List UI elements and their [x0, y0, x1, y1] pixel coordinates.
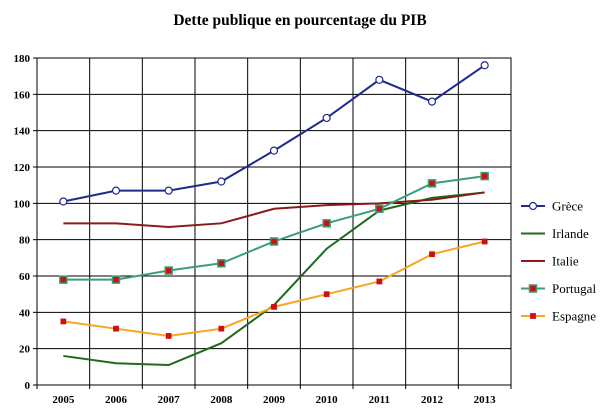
data-point — [530, 313, 536, 319]
legend-item: Grèce — [521, 199, 583, 214]
data-point — [427, 179, 437, 188]
y-tick-label: 80 — [19, 235, 31, 247]
data-point — [269, 237, 279, 246]
legend-item: Italie — [521, 254, 579, 269]
series-4 — [60, 238, 488, 339]
data-point — [528, 201, 538, 211]
data-point — [429, 251, 435, 258]
data-point — [165, 333, 172, 339]
data-point — [60, 318, 67, 325]
legend-label: Espagne — [552, 309, 596, 324]
data-point — [322, 219, 331, 228]
series-2 — [63, 191, 485, 228]
legend-label: Italie — [552, 254, 579, 269]
y-tick-label: 100 — [14, 198, 31, 210]
data-point — [217, 177, 226, 186]
y-tick-label: 120 — [14, 162, 31, 174]
y-tick-label: 60 — [19, 271, 31, 283]
series-layer — [59, 61, 489, 367]
y-tick-label: 40 — [19, 307, 31, 319]
grid-layer — [36, 57, 512, 386]
x-tick-label: 2013 — [474, 394, 497, 406]
data-point — [217, 259, 226, 268]
x-tick-label: 2005 — [52, 394, 75, 406]
axes-layer: 0 20 40 60 80 100 120 140 160 180 2005 2006 2007 2008… — [14, 53, 512, 406]
data-point — [111, 186, 121, 195]
legend-item: Espagne — [521, 309, 596, 324]
data-point — [164, 266, 173, 275]
data-point — [481, 238, 488, 245]
data-point — [59, 275, 68, 284]
data-point — [59, 197, 68, 206]
y-tick-label: 140 — [14, 126, 31, 138]
data-point — [375, 204, 384, 214]
series-0 — [59, 61, 489, 206]
y-tick-label: 20 — [19, 344, 31, 356]
data-point — [480, 61, 489, 70]
x-tick-label: 2010 — [316, 394, 339, 406]
series-line — [63, 191, 485, 228]
legend-item: Irlande — [521, 226, 589, 241]
data-point — [480, 171, 489, 181]
x-tick-label: 2011 — [369, 394, 390, 406]
chart-title: Dette publique en pourcentage du PIB — [173, 12, 427, 29]
plot-area — [36, 57, 512, 386]
data-point — [271, 304, 277, 310]
data-point — [111, 275, 121, 284]
x-tick-label: 2009 — [263, 394, 286, 406]
x-tick-label: 2006 — [105, 394, 128, 406]
x-tick-label: 2007 — [158, 394, 181, 406]
data-point — [322, 113, 331, 123]
data-point — [164, 186, 173, 195]
legend-label: Grèce — [552, 199, 583, 214]
x-tick-label: 2008 — [210, 394, 233, 406]
data-point — [323, 291, 330, 298]
data-point — [427, 97, 437, 106]
legend-item: Portugal — [521, 281, 596, 296]
data-point — [528, 284, 538, 293]
legend: Grèce Irlande Italie Portugal Espagne — [521, 199, 596, 324]
legend-label: Irlande — [552, 226, 589, 241]
y-tick-label: 0 — [25, 380, 31, 392]
data-point — [113, 325, 119, 332]
data-point — [376, 278, 383, 285]
x-tick-label: 2012 — [421, 394, 444, 406]
legend-label: Portugal — [552, 281, 596, 296]
series-3 — [59, 171, 489, 284]
data-point — [269, 146, 279, 155]
data-point — [218, 325, 225, 332]
y-tick-label: 180 — [14, 53, 31, 65]
y-tick-label: 160 — [14, 89, 31, 101]
data-point — [375, 75, 384, 84]
